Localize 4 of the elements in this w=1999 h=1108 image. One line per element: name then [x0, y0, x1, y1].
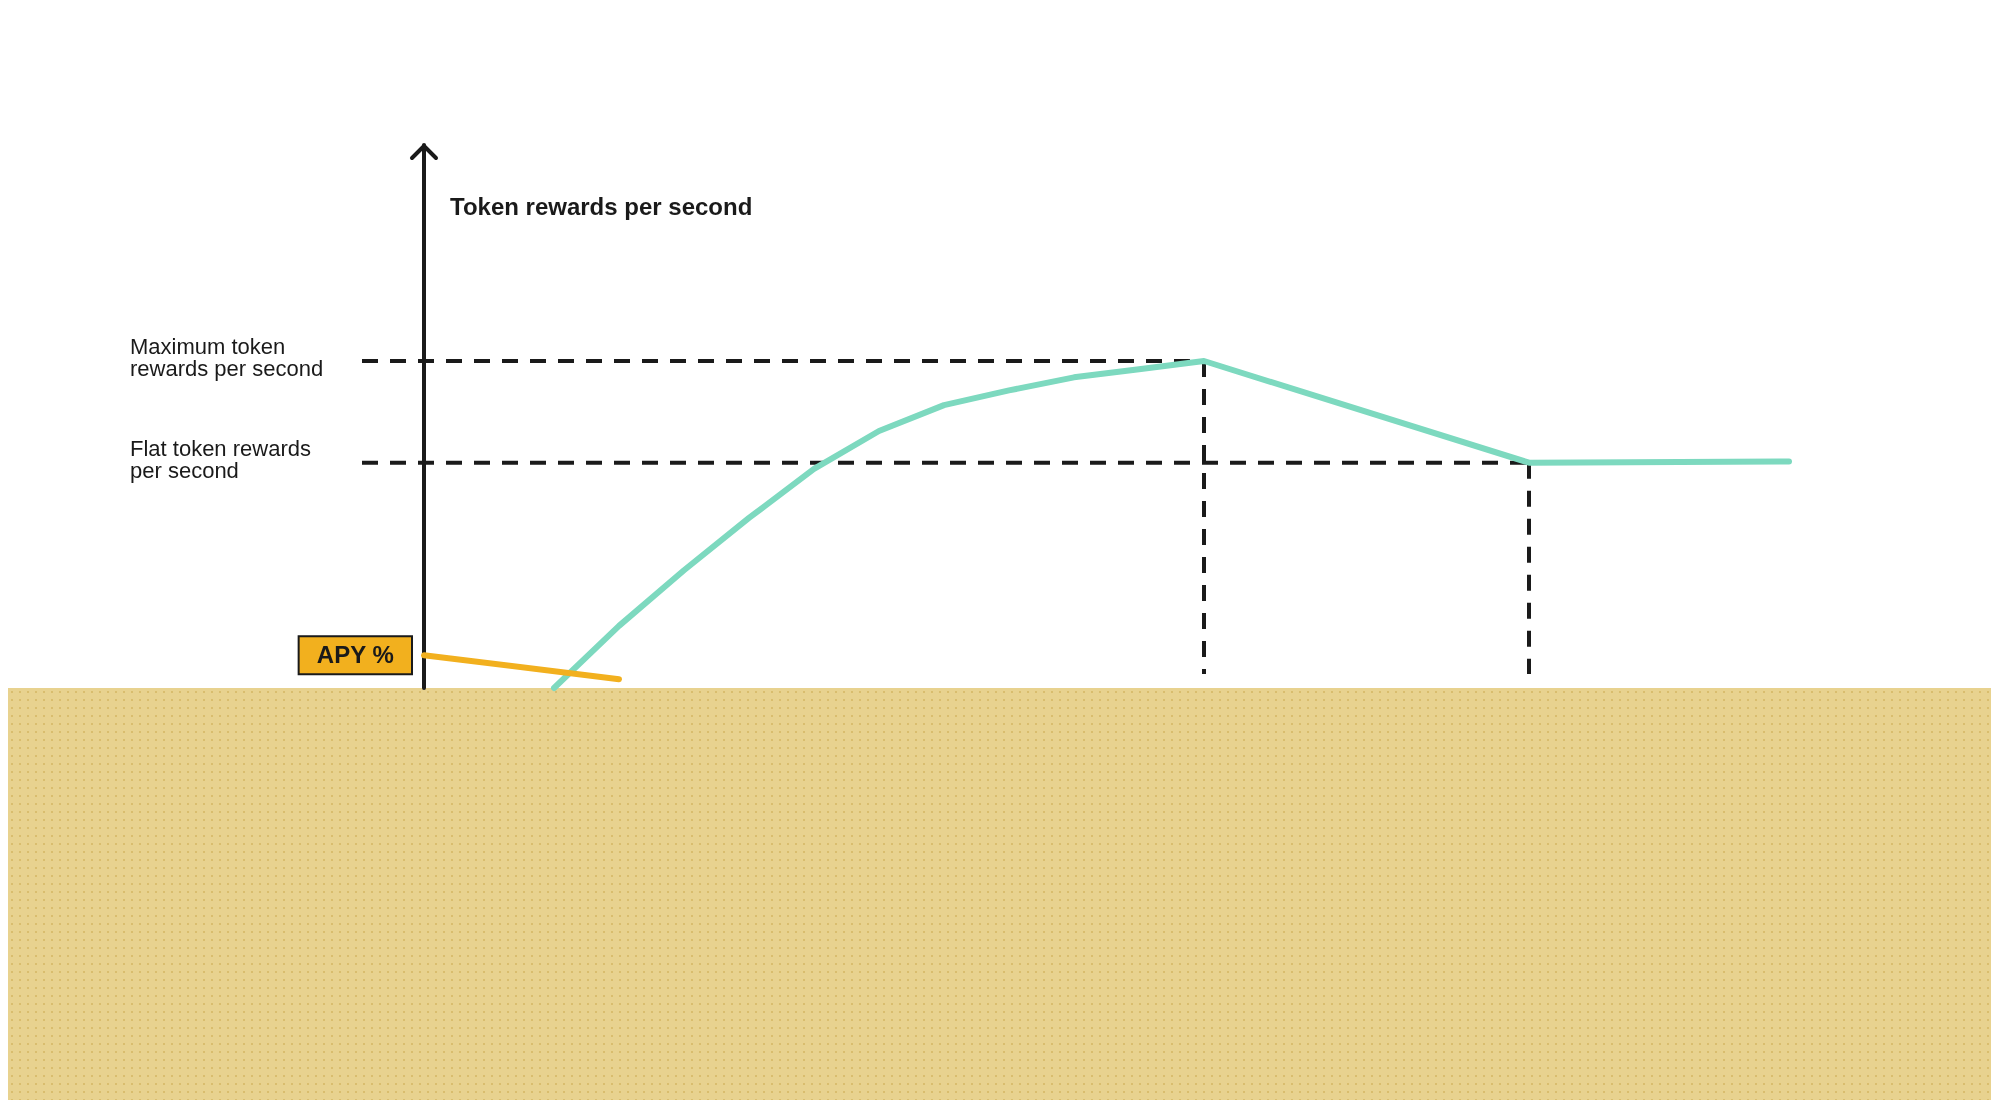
ref-line-label: Flat token rewards per second [130, 435, 311, 483]
text: Token rewards per second [450, 192, 753, 220]
series-label: APY % [316, 640, 394, 668]
ref-line-label: Maximum token rewards per second [130, 334, 324, 382]
